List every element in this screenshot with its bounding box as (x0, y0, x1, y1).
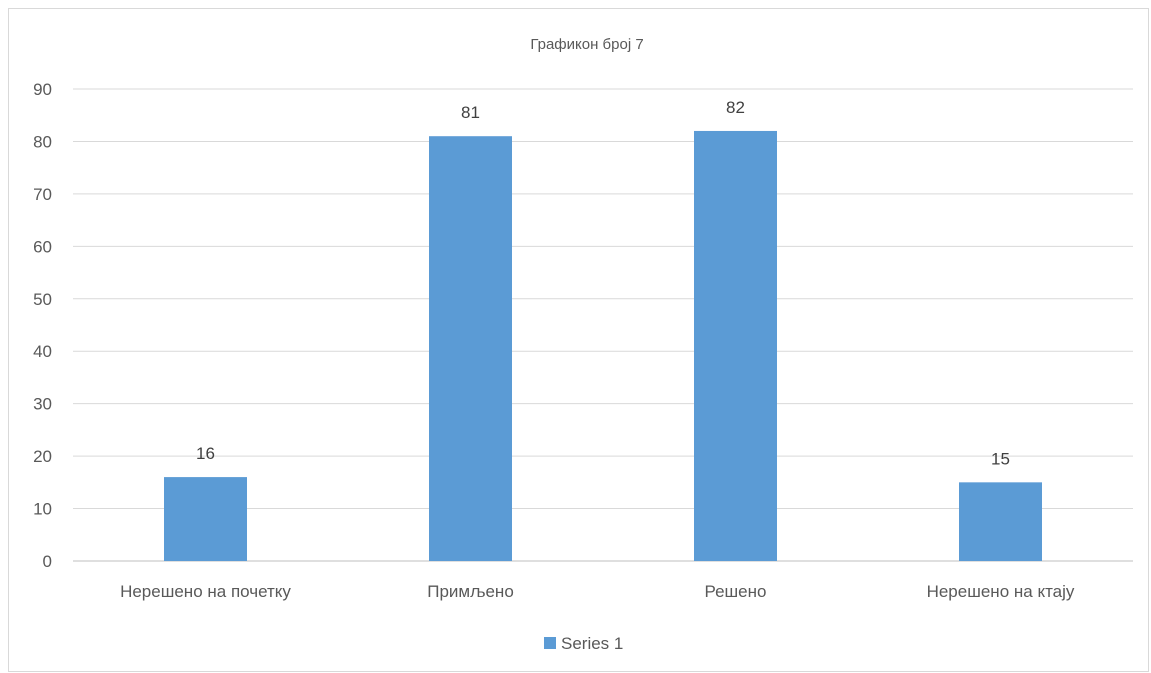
y-tick-label: 60 (33, 237, 52, 256)
data-label: 82 (726, 98, 745, 117)
y-tick-label: 0 (43, 552, 52, 571)
bars (164, 130, 1042, 561)
y-axis-ticks: 0 10 20 30 40 50 60 70 80 90 (33, 80, 52, 571)
legend-label: Series 1 (561, 634, 623, 653)
x-category-label: Нерешено на почетку (120, 582, 291, 601)
bar (959, 482, 1042, 561)
x-axis-categories: Нерешено на почетку Примљено Решено Нерешен… (120, 582, 1075, 601)
y-tick-label: 70 (33, 185, 52, 204)
bar (694, 130, 777, 561)
x-category-label: Решено (705, 582, 767, 601)
data-label: 81 (461, 103, 480, 122)
y-tick-label: 10 (33, 500, 52, 519)
bar (164, 477, 247, 561)
data-label: 15 (991, 449, 1010, 468)
y-tick-label: 90 (33, 80, 52, 99)
y-tick-label: 30 (33, 395, 52, 414)
y-tick-label: 20 (33, 447, 52, 466)
y-tick-label: 50 (33, 290, 52, 309)
chart-title: Графикон број 7 (530, 36, 643, 53)
x-category-label: Нерешено на ктају (927, 582, 1075, 601)
x-category-label: Примљено (427, 582, 514, 601)
legend: Series 1 (544, 634, 623, 653)
bar (429, 136, 512, 561)
data-label: 16 (196, 444, 215, 463)
y-tick-label: 40 (33, 342, 52, 361)
data-labels: 16 81 82 15 (196, 98, 1010, 468)
y-tick-label: 80 (33, 132, 52, 151)
gridlines (73, 88, 1133, 562)
legend-swatch (544, 637, 556, 649)
